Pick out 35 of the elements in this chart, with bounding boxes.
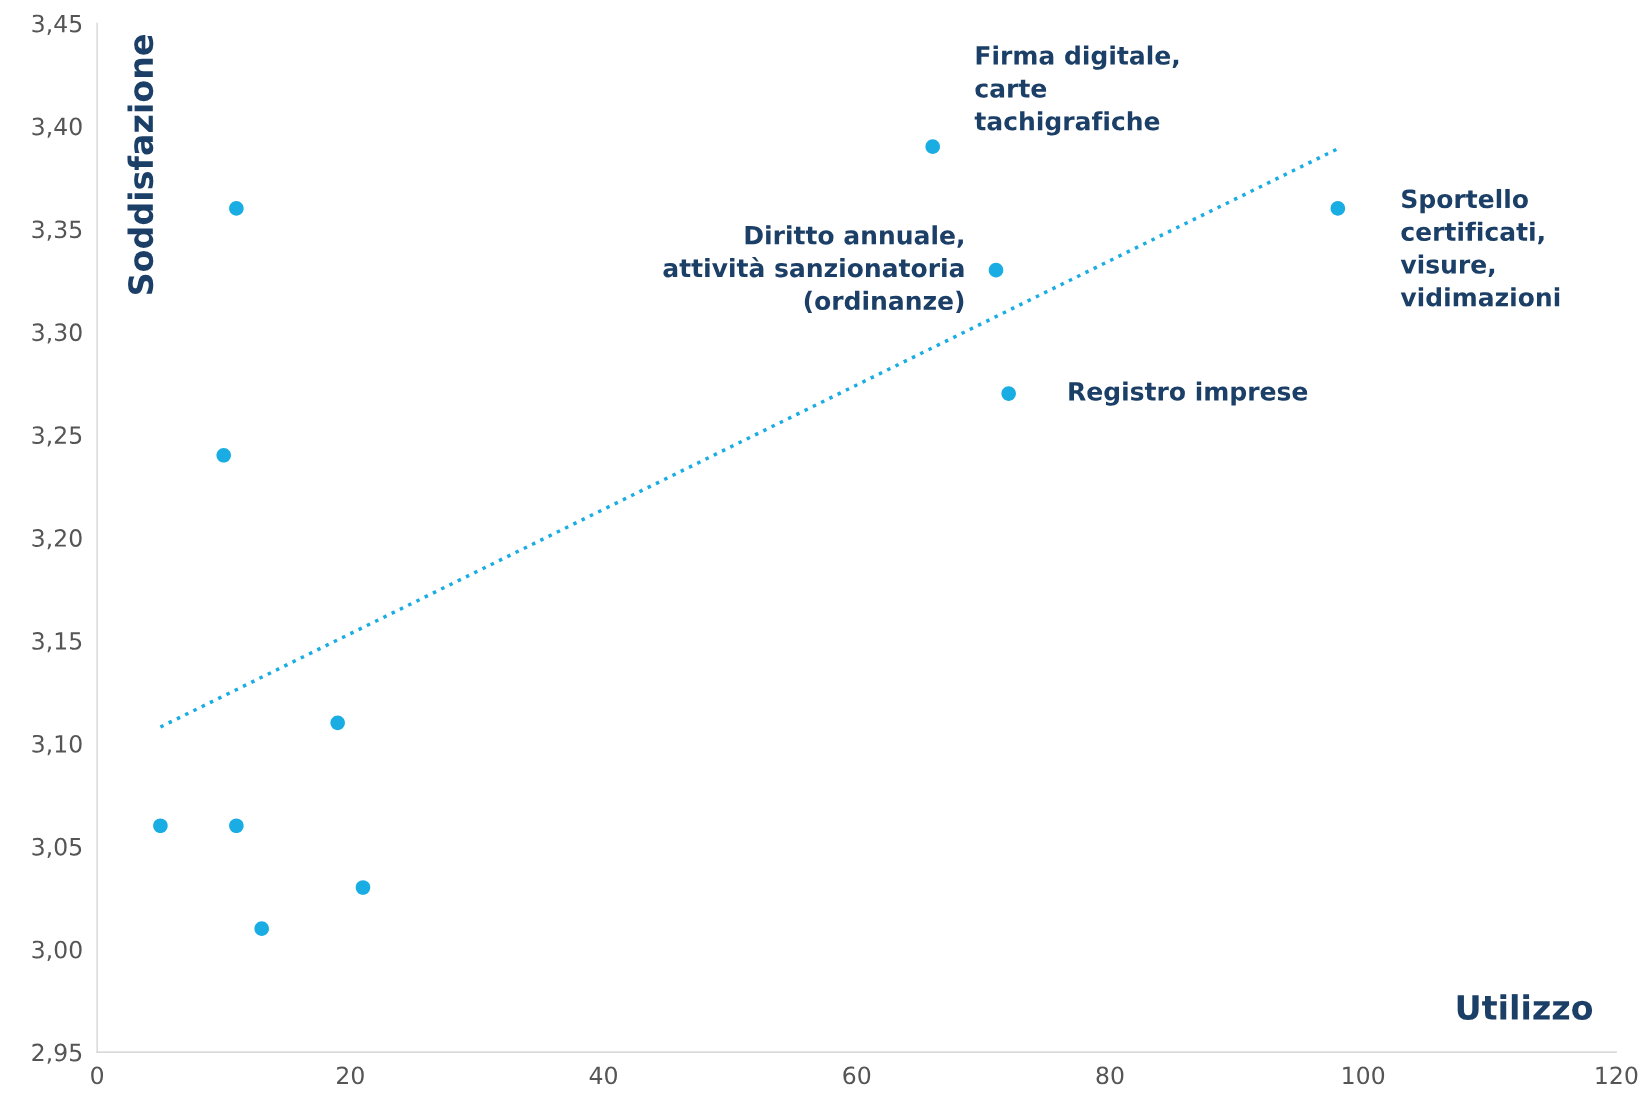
x-tick-label: 120 [1596,1066,1638,1085]
point [1330,201,1346,216]
point [988,262,1004,278]
x-axis-title: Utilizzo [1457,994,1593,1020]
annotation: Firma digitale, carte tachigrafiche [974,45,1179,136]
point [355,880,371,895]
annotation: Registro imprese [1069,381,1308,406]
point [925,139,940,154]
point [153,818,168,834]
x-tick-label: 20 [337,1066,364,1085]
y-tick-label: 3,25 [32,426,82,447]
x-tick-label: 0 [91,1066,104,1085]
y-tick-label: 2,95 [32,1043,82,1064]
x-tick-label: 40 [589,1066,617,1085]
y-tick-label: 3,10 [32,734,82,756]
x-tick-label: 80 [1096,1066,1124,1085]
point [330,715,345,731]
annotation: Diritto annuale, attività sanzionatoria (ordinanze) [663,225,964,314]
y-tick-label: 3,20 [32,529,82,550]
point [216,448,231,463]
annotation: Sportello certificati, visure, vidimazioni [1400,188,1560,307]
y-tick-label: 3,30 [32,323,82,344]
y-tick-label: 3,00 [32,940,82,961]
point [229,201,244,216]
y-tick-label: 3,05 [32,837,82,859]
y-tick-label: 3,15 [32,631,82,653]
y-tick-label: 3,40 [32,117,82,138]
y-tick-label: 3,35 [32,220,82,241]
y-axis-title: Soddisfazione [127,35,154,295]
x-tick-label: 100 [1343,1066,1385,1085]
point [254,921,269,936]
x-tick-label: 60 [843,1066,871,1085]
point [1001,386,1016,401]
y-tick-label: 3,45 [32,14,82,35]
point [229,818,244,834]
